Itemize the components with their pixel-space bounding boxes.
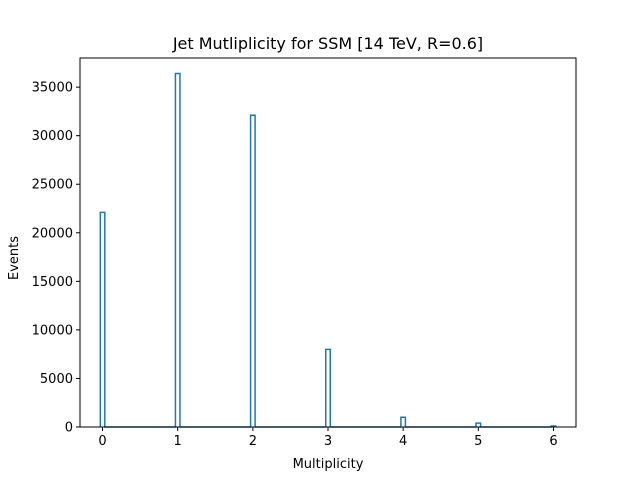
axes-frame <box>79 57 577 428</box>
y-tick-label: 35000 <box>32 81 73 96</box>
y-axis-ticks: 0 5000 10000 15000 20000 25000 30000 35000 <box>32 81 80 436</box>
y-tick-label: 10000 <box>32 323 73 338</box>
x-tick-label: 1 <box>174 434 182 449</box>
x-tick-label: 4 <box>399 434 407 449</box>
x-axis-ticks: 0 1 2 3 4 5 6 <box>98 427 558 449</box>
plot-area: 0 1 2 3 4 5 6 0 5000 10000 15000 20000 25000 30000 35… <box>32 57 577 449</box>
x-tick-label: 2 <box>249 434 257 449</box>
y-tick-label: 20000 <box>32 226 73 241</box>
y-tick-label: 15000 <box>32 275 73 290</box>
y-tick-label: 5000 <box>40 372 73 387</box>
histogram-step-outline <box>99 72 557 428</box>
x-tick-label: 6 <box>549 434 557 449</box>
x-axis-label: Multiplicity <box>293 457 364 472</box>
x-tick-label: 0 <box>98 434 106 449</box>
y-axis-label: Events <box>7 236 22 280</box>
chart-title: Jet Mutliplicity for SSM [14 TeV, R=0.6] <box>172 34 483 53</box>
y-tick-label: 30000 <box>32 129 73 144</box>
x-tick-label: 5 <box>474 434 482 449</box>
y-tick-label: 0 <box>65 421 73 436</box>
y-tick-label: 25000 <box>32 178 73 193</box>
x-tick-label: 3 <box>324 434 332 449</box>
